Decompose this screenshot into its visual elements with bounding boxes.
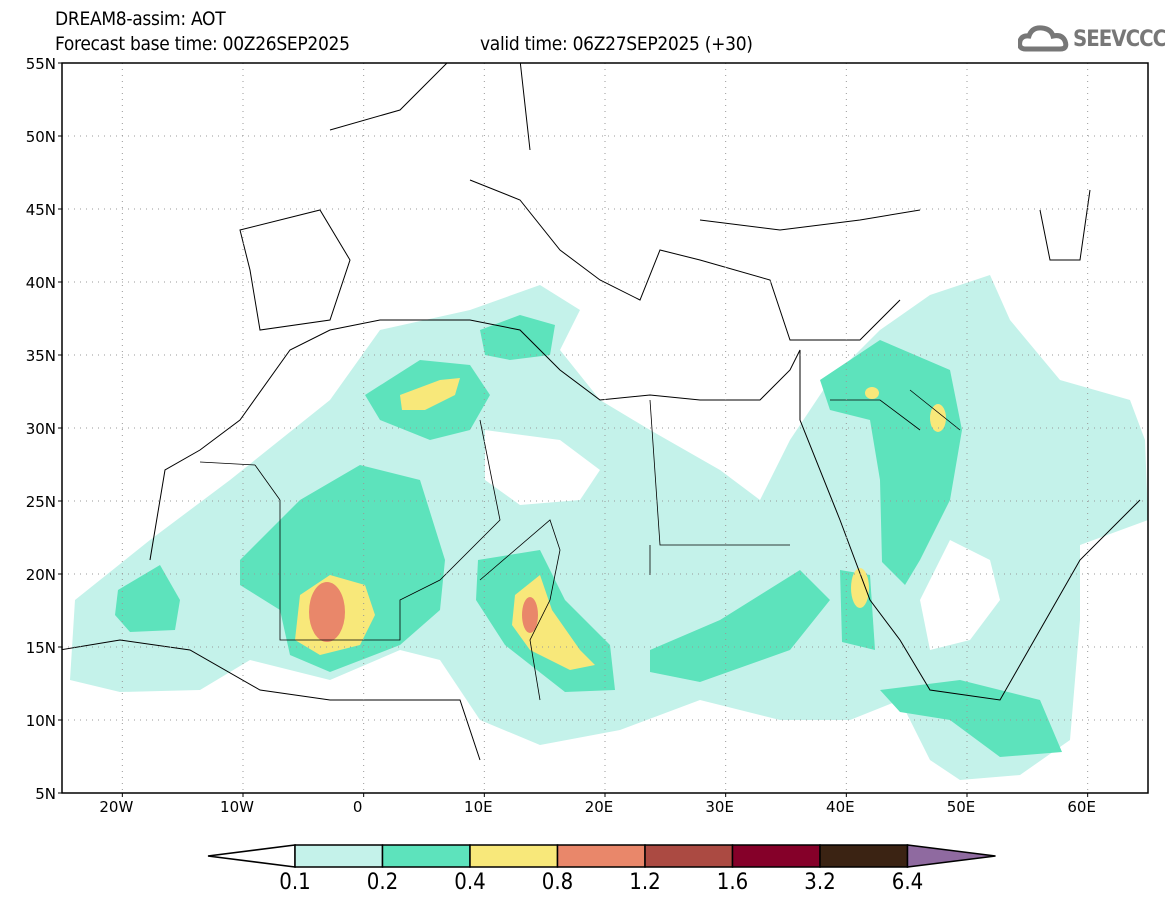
colorbar-label: 0.1 — [279, 870, 311, 895]
colorbar-swatch — [819, 844, 909, 868]
colorbar-swatch — [469, 844, 559, 868]
lat-label: 35N — [26, 347, 56, 365]
colorbar-label: 0.4 — [454, 870, 486, 895]
cloud-icon — [1018, 25, 1069, 52]
lon-label: 10E — [464, 798, 493, 816]
lat-label: 15N — [26, 639, 56, 657]
colorbar-swatch — [294, 844, 384, 868]
aot-level-0.8 — [522, 597, 538, 633]
map-title: DREAM8-assim: AOT — [55, 8, 226, 30]
valid-time: valid time: 06Z27SEP2025 (+30) — [480, 33, 753, 55]
graticule — [62, 63, 1148, 793]
logo-text: SEEVCCC — [1073, 26, 1165, 52]
aot-level-0.2 — [650, 570, 830, 682]
colorbar-under-arrow — [207, 844, 296, 868]
aot-level-0.4 — [851, 568, 869, 608]
borders — [199, 389, 961, 701]
lat-label: 30N — [26, 420, 56, 438]
aot-level-0.4 — [930, 404, 946, 432]
coastlines — [62, 63, 1141, 761]
aot-gap — [650, 310, 790, 420]
lon-label: 50E — [947, 798, 976, 816]
aot-contours — [62, 63, 1148, 780]
forecast-base-time: Forecast base time: 00Z26SEP2025 — [55, 33, 350, 55]
lat-label: 10N — [26, 712, 56, 730]
colorbar — [207, 844, 996, 868]
aot-level-0.2 — [115, 565, 180, 632]
colorbar-swatch — [731, 844, 821, 868]
aot-level-0.4 — [865, 387, 879, 399]
lon-label: 0 — [353, 798, 363, 816]
colorbar-swatch — [556, 844, 646, 868]
colorbar-label: 0.8 — [541, 870, 574, 895]
longitude-labels: 20W 10W 0 10E 20E 30E 40E 50E 60E — [99, 793, 1096, 816]
lon-label: 20W — [99, 798, 133, 816]
aot-level-0.2 — [240, 465, 445, 672]
lon-label: 10W — [220, 798, 254, 816]
aot-gap — [485, 430, 600, 505]
aot-gap — [920, 540, 1000, 650]
lat-label: 55N — [26, 55, 56, 73]
latitude-labels: 55N 50N 45N 40N 35N 30N 25N 20N 15N 10N 5N — [26, 55, 62, 803]
colorbar-swatch — [381, 844, 471, 868]
colorbar-label: 1.2 — [629, 870, 661, 895]
aot-level-0.2 — [880, 680, 1062, 757]
lon-label: 30E — [705, 798, 734, 816]
lat-label: 45N — [26, 201, 56, 219]
aot-level-0.2 — [820, 340, 962, 585]
lat-label: 25N — [26, 493, 56, 511]
lat-label: 40N — [26, 274, 56, 292]
aot-level-0.4 — [400, 378, 460, 410]
lon-label: 40E — [826, 798, 855, 816]
lon-label: 20E — [585, 798, 614, 816]
colorbar-over-arrow — [906, 844, 996, 868]
colorbar-label: 6.4 — [891, 870, 924, 895]
seevccc-logo: SEEVCCC — [1018, 25, 1165, 53]
lon-label: 60E — [1067, 798, 1096, 816]
lat-label: 50N — [26, 128, 56, 146]
lat-label: 20N — [26, 566, 56, 584]
aot-level-0.8 — [309, 582, 345, 642]
colorbar-swatch — [644, 844, 734, 868]
colorbar-label: 0.2 — [366, 870, 399, 895]
lat-label: 5N — [35, 785, 56, 803]
colorbar-label: 1.6 — [716, 870, 749, 895]
colorbar-label: 3.2 — [804, 870, 836, 895]
